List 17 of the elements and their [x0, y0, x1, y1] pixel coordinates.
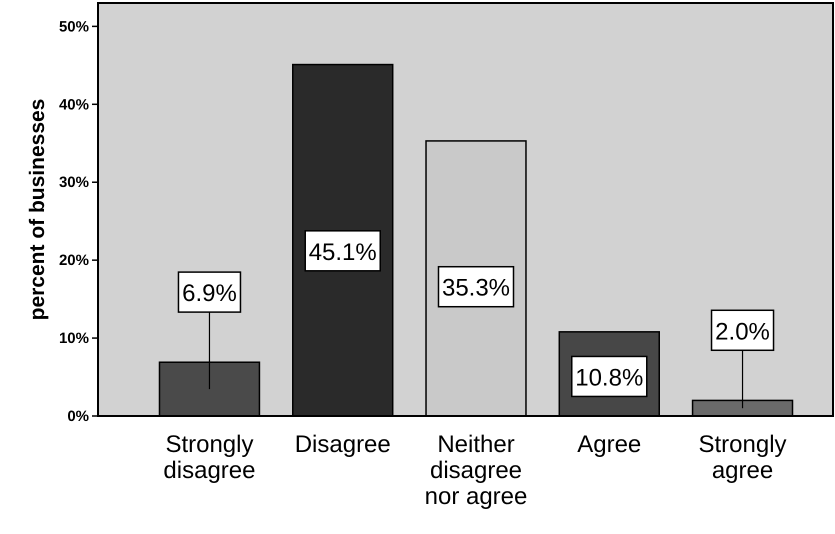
x-tick-label: Agree: [577, 431, 642, 458]
x-tick-label: Neither disagree nor agree: [424, 431, 528, 510]
x-tick-label: Strongly agree: [698, 431, 787, 484]
data-label: 6.9%: [182, 280, 237, 308]
x-tick-label: Disagree: [294, 431, 391, 458]
y-tick-label: 50%: [58, 18, 89, 36]
data-label: 2.0%: [715, 318, 770, 346]
y-tick-label: 40%: [58, 96, 89, 114]
y-tick-label: 10%: [58, 330, 89, 348]
y-tick-label: 0%: [67, 408, 89, 425]
y-axis-title: percent of businesses: [26, 98, 49, 320]
y-tick-label: 20%: [58, 252, 89, 270]
data-label: 35.3%: [442, 274, 510, 302]
x-tick-label: Strongly disagree: [163, 431, 256, 484]
y-tick-label: 30%: [58, 174, 89, 192]
data-label: 45.1%: [308, 238, 377, 266]
data-label: 10.8%: [575, 364, 644, 392]
